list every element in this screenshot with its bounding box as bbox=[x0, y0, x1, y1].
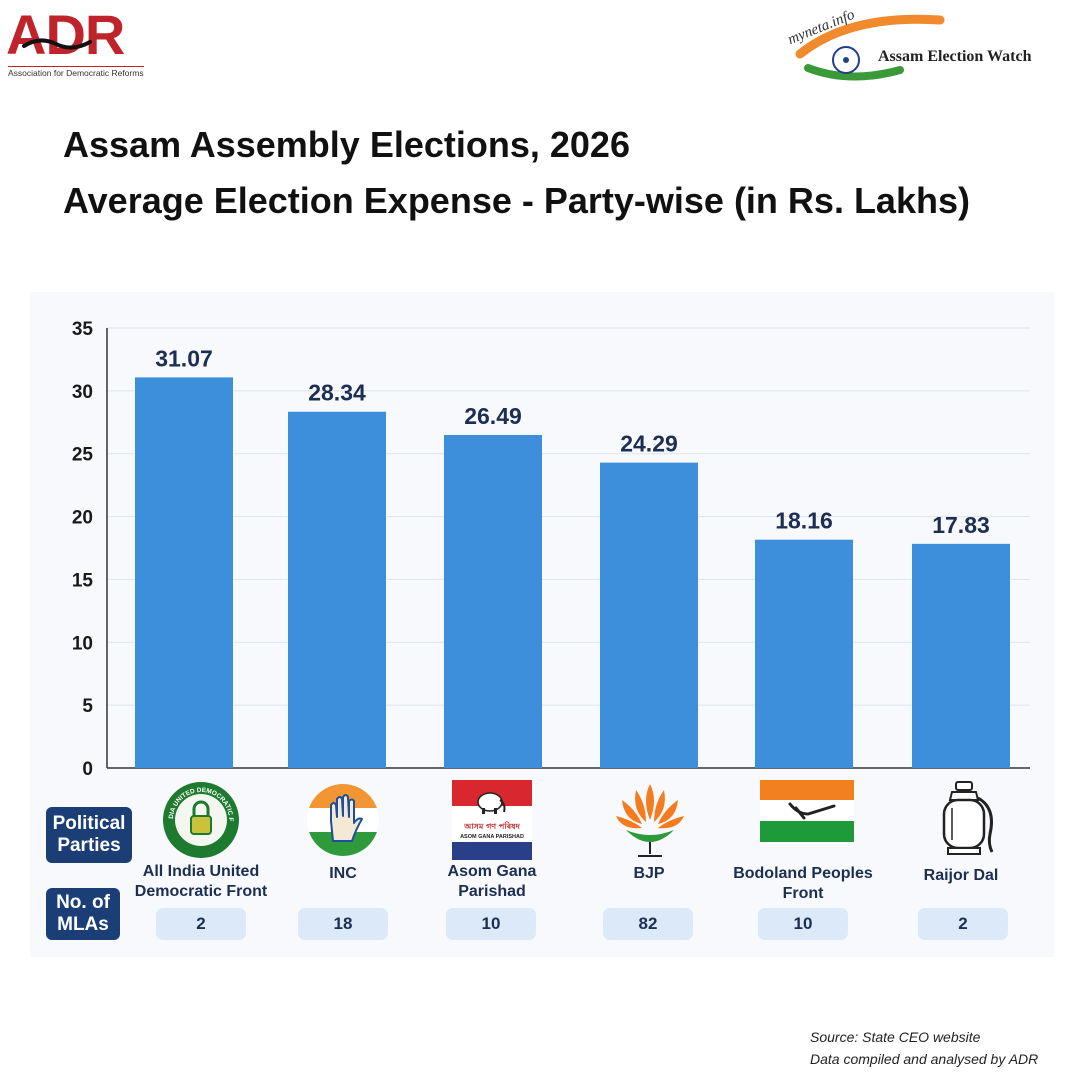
political-parties-tag: Political Parties bbox=[46, 807, 132, 863]
bar-1 bbox=[288, 411, 386, 768]
gridlines bbox=[107, 327, 1030, 706]
mla-count-bjp: 82 bbox=[603, 908, 693, 940]
mla-count-raijor-dal: 2 bbox=[918, 908, 1008, 940]
y-tick-label-30: 30 bbox=[72, 382, 93, 403]
data-label-2: 26.49 bbox=[464, 403, 522, 429]
adr-logo-subtext: Association for Democratic Reforms bbox=[8, 66, 144, 78]
no-of-mlas-tag: No. of MLAs bbox=[46, 888, 120, 940]
bjp-lotus-icon bbox=[616, 784, 684, 857]
party-name-bpf: Bodoland Peoples Front bbox=[733, 865, 873, 902]
bar-2 bbox=[444, 434, 542, 768]
mla-count-inc: 18 bbox=[298, 908, 388, 940]
y-tick-label-10: 10 bbox=[72, 633, 93, 654]
agp-emblem-subtext: ASOM GANA PARISHAD bbox=[460, 834, 524, 840]
title-line-2: Average Election Expense - Party-wise (i… bbox=[63, 180, 970, 221]
bar-4 bbox=[755, 539, 853, 768]
chart-title: Assam Assembly Elections, 2026 Average E… bbox=[63, 117, 970, 229]
data-label-0: 31.07 bbox=[155, 345, 213, 371]
data-labels: 31.07 28.34 26.49 24.29 18.16 17.83 bbox=[155, 345, 990, 537]
adr-logo-text: ADR bbox=[6, 3, 125, 66]
bar-0 bbox=[135, 377, 233, 768]
y-tick-label-5: 5 bbox=[82, 696, 93, 717]
y-tick-label-20: 20 bbox=[72, 508, 93, 529]
bpf-flag-icon bbox=[760, 780, 854, 842]
adr-swoosh-icon bbox=[22, 38, 92, 50]
y-tick-label-0: 0 bbox=[82, 759, 93, 780]
myneta-logo: myneta.info Assam Election Watch bbox=[786, 7, 1080, 84]
mla-count-aiudf: 2 bbox=[156, 908, 246, 940]
y-tick-label-25: 25 bbox=[72, 445, 94, 466]
party-name-aiudf: All India United Democratic Front bbox=[134, 863, 268, 900]
agp-emblem-text: আসম গণ পৰিষদ bbox=[463, 821, 520, 831]
election-watch-text: Assam Election Watch bbox=[878, 48, 1032, 65]
source-line-2: Data compiled and analysed by ADR bbox=[810, 1051, 1039, 1067]
mla-count-bpf: 10 bbox=[758, 908, 848, 940]
data-label-5: 17.83 bbox=[932, 512, 990, 538]
axes bbox=[106, 328, 1030, 769]
myneta-swoosh-icon bbox=[795, 14, 945, 81]
inc-hand-icon bbox=[307, 784, 379, 856]
adr-logo: ADR Association for Democratic Reforms bbox=[6, 3, 166, 78]
source-note: Source: State CEO website Data compiled … bbox=[810, 1026, 1038, 1070]
gas-cylinder-icon bbox=[942, 781, 994, 855]
bar-3 bbox=[600, 462, 698, 768]
data-label-3: 24.29 bbox=[620, 431, 678, 457]
agp-elephant-flag-icon: আসম গণ পৰিষদ ASOM GANA PARISHAD bbox=[452, 780, 532, 860]
bars bbox=[135, 377, 1010, 768]
aiudf-lock-emblem-icon: ALL INDIA UNITED DEMOCRATIC FRONT bbox=[161, 780, 239, 858]
party-name-agp: Asom Gana Parishad bbox=[447, 863, 537, 900]
party-name-raijor-dal: Raijor Dal bbox=[923, 867, 999, 884]
y-tick-label-15: 15 bbox=[72, 570, 94, 591]
party-name-inc: INC bbox=[329, 865, 357, 882]
title-line-1: Assam Assembly Elections, 2026 bbox=[63, 124, 630, 165]
y-tick-labels: 0 5 10 15 20 25 30 35 bbox=[72, 319, 94, 780]
mla-count-agp: 10 bbox=[446, 908, 536, 940]
source-line-1: Source: State CEO website bbox=[810, 1029, 981, 1045]
data-label-4: 18.16 bbox=[775, 508, 833, 534]
bar-5 bbox=[912, 543, 1010, 768]
data-label-1: 28.34 bbox=[308, 380, 366, 406]
y-tick-label-35: 35 bbox=[72, 319, 94, 340]
party-name-bjp: BJP bbox=[633, 865, 665, 882]
